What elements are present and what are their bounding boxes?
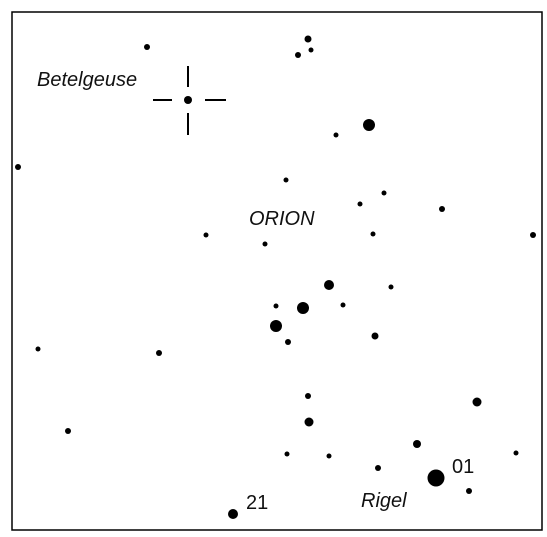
star <box>513 450 519 456</box>
star <box>284 451 290 457</box>
star <box>466 488 472 494</box>
star <box>472 397 482 407</box>
star <box>270 320 282 332</box>
star <box>381 190 387 196</box>
star <box>144 44 150 50</box>
star-number: 01 <box>452 456 474 478</box>
star <box>262 241 268 247</box>
frame <box>11 11 543 531</box>
star <box>304 35 312 43</box>
crosshair <box>153 66 226 135</box>
star <box>326 453 332 459</box>
star <box>283 177 289 183</box>
star <box>305 393 311 399</box>
star <box>370 231 376 237</box>
star <box>297 302 309 314</box>
star <box>340 302 346 308</box>
star <box>184 96 192 104</box>
star-label: Rigel <box>361 490 407 512</box>
star <box>285 339 291 345</box>
star <box>530 232 536 238</box>
star <box>333 132 339 138</box>
star <box>388 284 394 290</box>
star <box>375 465 381 471</box>
star <box>427 469 445 487</box>
star <box>65 428 71 434</box>
star <box>371 332 379 340</box>
star <box>15 164 21 170</box>
star <box>439 206 445 212</box>
star-label: Betelgeuse <box>37 69 137 91</box>
star <box>203 232 209 238</box>
star <box>357 201 363 207</box>
star <box>308 47 314 53</box>
star <box>273 303 279 309</box>
stars <box>15 35 536 519</box>
constellation-label: ORION <box>249 208 315 230</box>
star <box>295 52 301 58</box>
star <box>324 280 334 290</box>
star <box>35 346 41 352</box>
star <box>228 509 238 519</box>
star <box>413 440 421 448</box>
star <box>304 417 314 427</box>
star-number: 21 <box>246 492 268 514</box>
star <box>363 119 375 131</box>
star <box>156 350 162 356</box>
